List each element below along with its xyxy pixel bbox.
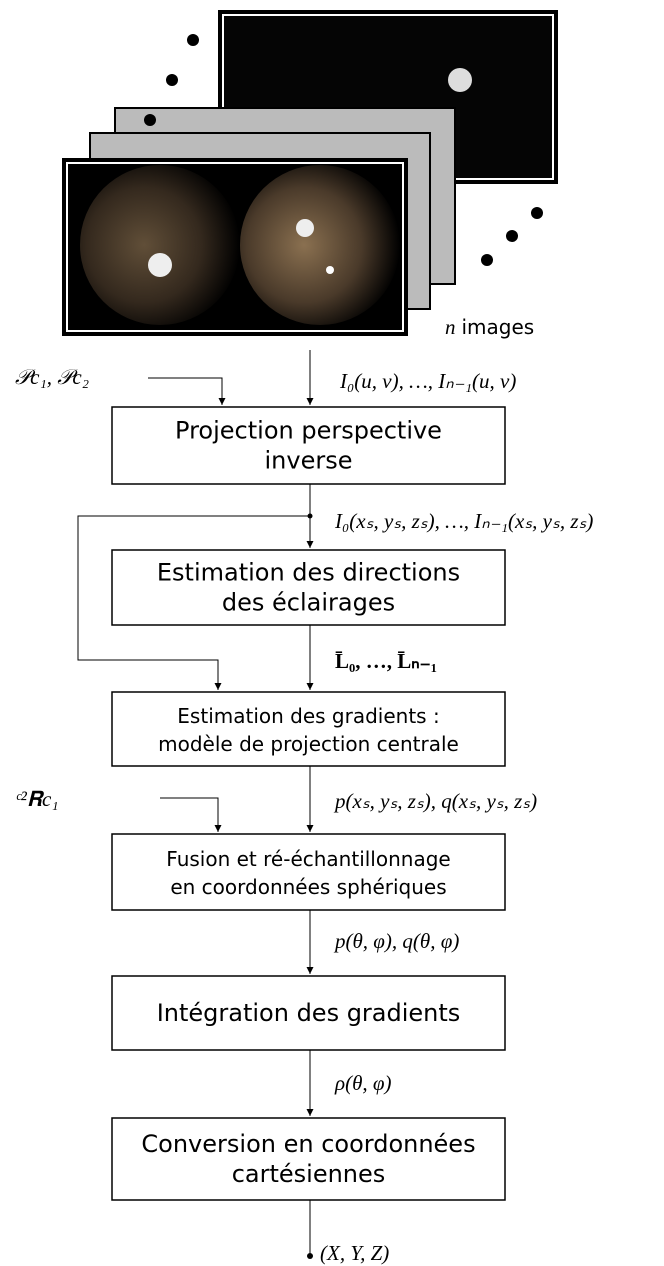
node-label: Intégration des gradients: [157, 999, 461, 1027]
node-box: [111, 1117, 506, 1201]
object: [296, 219, 314, 237]
node-line: cartésiennes: [232, 1160, 386, 1188]
arrow: [160, 797, 222, 832]
node-line: Intégration des gradients: [157, 999, 461, 1027]
dot: [166, 74, 178, 86]
edge-label: ρ(θ, φ): [334, 1071, 392, 1095]
node-line: inverse: [265, 447, 353, 475]
node-box: [111, 975, 506, 1051]
node-label: Projection perspective inverse: [175, 417, 442, 475]
node-label: Estimation des directions des éclairages: [157, 559, 460, 617]
junction: [307, 1253, 313, 1259]
node-line: Projection perspective: [175, 417, 442, 445]
node-line: Conversion en coordonnées: [141, 1130, 475, 1158]
edge-label: L̄₀, …, L̄ₙ₋₁: [335, 649, 437, 673]
node-line: Fusion et ré-échantillonnage: [166, 847, 450, 871]
node-label: Conversion en coordonnées cartésiennes: [141, 1130, 475, 1188]
dot: [144, 114, 156, 126]
node-box: [111, 549, 506, 626]
dot: [481, 254, 493, 266]
fisheye: [80, 165, 240, 325]
object: [148, 253, 172, 277]
output-label: (X, Y, Z): [320, 1241, 389, 1265]
input-label: ᶜ²𝐑c₁: [15, 787, 59, 811]
nodes: [111, 406, 506, 1201]
fisheye: [240, 165, 400, 325]
caption: n images: [445, 315, 534, 339]
node-line: en coordonnées sphériques: [170, 875, 446, 899]
node-box: [111, 833, 506, 911]
node-box: [111, 691, 506, 767]
node-label: Estimation des gradients : modèle de proj…: [158, 704, 459, 756]
edge-label: p(xₛ, yₛ, zₛ), q(xₛ, yₛ, zₛ): [333, 789, 537, 813]
dot: [506, 230, 518, 242]
dot: [187, 34, 199, 46]
image-stack: [62, 10, 558, 336]
input-label: 𝒫c₁, 𝒫c₂: [15, 365, 89, 389]
arrow: [148, 377, 226, 405]
node-line: Estimation des gradients :: [177, 704, 439, 728]
object: [448, 68, 472, 92]
dot: [531, 207, 543, 219]
node-line: Estimation des directions: [157, 559, 460, 587]
node-label: Fusion et ré-échantillonnage en coordonné…: [166, 847, 450, 899]
arrow: [77, 515, 310, 690]
edge-label: I₀(u, v), …, Iₙ₋₁(u, v): [339, 369, 516, 393]
node-line: modèle de projection centrale: [158, 732, 459, 756]
light: [326, 266, 334, 274]
edge-label: I₀(xₛ, yₛ, zₛ), …, Iₙ₋₁(xₛ, yₛ, zₛ): [334, 509, 593, 533]
count: n: [445, 315, 456, 339]
wires: [77, 350, 314, 1259]
edge-label: p(θ, φ), q(θ, φ): [333, 929, 459, 953]
caption-text: images: [462, 315, 535, 339]
node-box: [111, 406, 506, 485]
node-line: des éclairages: [222, 589, 395, 617]
